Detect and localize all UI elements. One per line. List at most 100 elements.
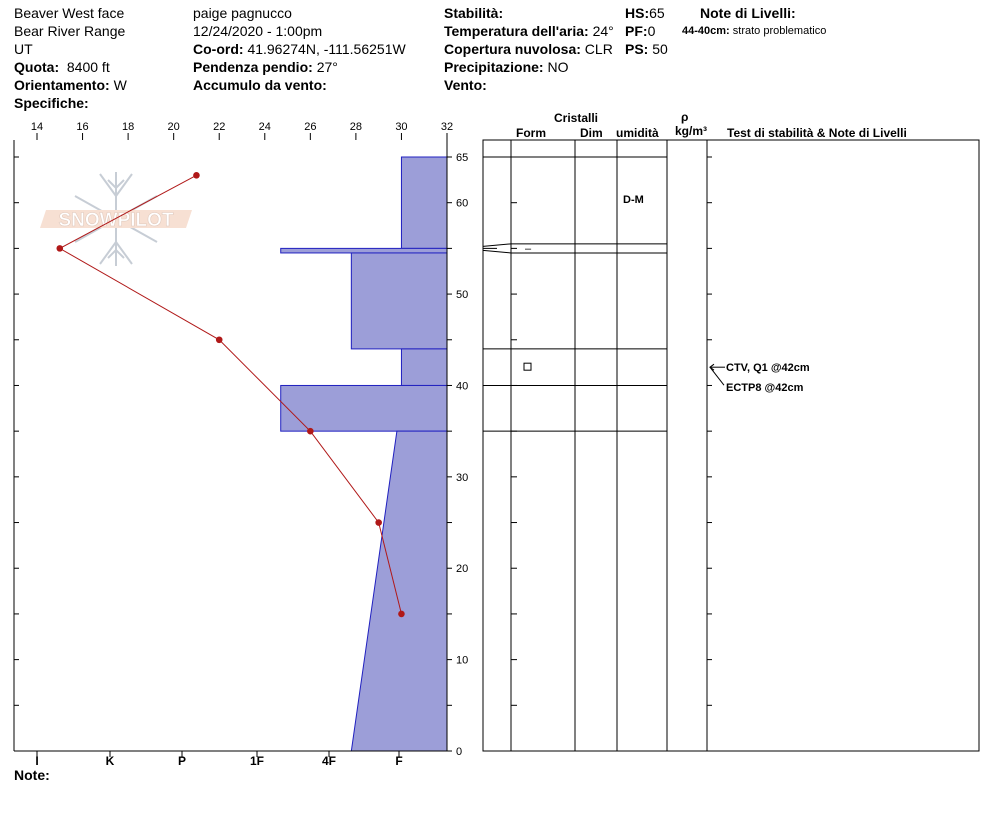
note-livelli-text: strato problematico (732, 25, 827, 37)
form-header: Form (516, 126, 546, 140)
orientation-value: W (113, 77, 127, 93)
temperatura-value: 24° (592, 23, 614, 39)
cristalli-header: Cristalli (554, 111, 599, 125)
temperature-point-5 (398, 610, 405, 618)
hardness-tick-label-P: P (178, 754, 186, 768)
height-tick-label-10: 10 (456, 655, 468, 667)
dim-header: Dim (580, 126, 603, 140)
hardness-layer-0 (400, 156, 448, 249)
test-result-ectp: ECTP8 @42cm (726, 382, 804, 394)
coord-row: Co-ord: 41.96274N, -111.56251W (193, 41, 406, 57)
quota-value: 8400 ft (66, 59, 110, 75)
temp-tick-label-24: 24 (259, 121, 271, 133)
hardness-layer-2 (350, 252, 448, 350)
hardness-layer-gradient (350, 430, 448, 752)
hardness-profile (280, 156, 448, 752)
height-tick-label-0: 0 (456, 746, 462, 758)
note-livelli-depth: 44-40cm: (682, 25, 730, 37)
pf-row: PF:0 (625, 23, 655, 39)
layer-table-frame (482, 139, 980, 752)
hardness-tick-label-1F: 1F (250, 754, 264, 768)
ps-value: 50 (652, 41, 668, 57)
temperature-point-4 (375, 519, 382, 526)
vento-label: Vento: (444, 77, 487, 93)
stability-notes-header: Test di stabilità & Note di Livelli (727, 126, 907, 140)
ps-label: PS: (625, 41, 649, 57)
height-tick-label-30: 30 (456, 472, 468, 484)
hardness-layer-4 (280, 384, 448, 432)
temp-tick-label-20: 20 (168, 121, 180, 133)
copertura-row: Copertura nuvolosa: CLR (444, 41, 613, 57)
state-name: UT (14, 41, 33, 57)
layer-wedge-top (482, 243, 512, 247)
note-label: Note: (14, 767, 50, 783)
form-square-icon (523, 362, 532, 371)
test-arrow-ectp (709, 366, 725, 386)
temperature-line (58, 174, 402, 615)
pendenza-value: 27° (316, 59, 338, 75)
precipitazione-row: Precipitazione: NO (444, 59, 568, 75)
temp-tick-label-22: 22 (213, 121, 225, 133)
hardness-tick-label-F: F (395, 754, 402, 768)
copertura-value: CLR (584, 41, 613, 57)
height-tick-label-40: 40 (456, 380, 468, 392)
temperature-point-1 (56, 245, 64, 252)
note-livelli-entry: 44-40cm: strato problematico (682, 25, 826, 37)
temp-tick-label-30: 30 (395, 121, 407, 133)
location-name: Beaver West face (14, 5, 125, 21)
hardness-tick-label-I: I (35, 754, 38, 768)
temperatura-label: Temperatura dell'aria: (444, 23, 589, 39)
precipitazione-value: NO (547, 59, 569, 75)
range-name: Bear River Range (14, 23, 126, 39)
accumulo-label: Accumulo da vento: (193, 77, 327, 93)
snowpilot-logo: SNOWPILOT (40, 172, 192, 266)
temp-tick-label-32: 32 (441, 121, 453, 133)
form-dash: – (525, 243, 532, 255)
temperatura-row: Temperatura dell'aria: 24° (444, 23, 614, 39)
pf-label: PF: (625, 23, 648, 39)
hardness-tick-label-K: K (106, 754, 115, 768)
hs-value: 65 (649, 5, 665, 21)
logo-banner (40, 210, 192, 228)
height-tick-label-50: 50 (456, 289, 468, 301)
ps-row: PS: 50 (625, 41, 668, 57)
stabilita-label: Stabilità: (444, 5, 504, 21)
temp-tick-label-16: 16 (76, 121, 88, 133)
chart-axes: 14 16 18 20 22 24 26 28 30 32 0 10 20 30 40 50 60 65 I K P 1F… (13, 121, 468, 768)
note-livelli-label: Note di Livelli: (700, 5, 796, 21)
temperature-point-0 (193, 171, 200, 179)
hs-row: HS:65 (625, 5, 665, 21)
observer-name: paige pagnucco (193, 5, 292, 21)
height-tick-label-65: 65 (456, 152, 468, 164)
density-unit-header: kg/m³ (675, 124, 708, 138)
temp-tick-label-14: 14 (31, 121, 43, 133)
rho-header: ρ (681, 110, 689, 124)
temperature-point-3 (307, 427, 314, 435)
hardness-layer-1 (280, 247, 448, 254)
temp-tick-label-18: 18 (122, 121, 134, 133)
pendenza-label: Pendenza pendio: (193, 59, 313, 75)
precipitazione-label: Precipitazione: (444, 59, 544, 75)
quota-label: Quota: (14, 59, 60, 75)
hardness-tick-label-4F: 4F (322, 754, 336, 768)
pf-value: 0 (647, 23, 656, 39)
layer-table (482, 139, 980, 752)
quota-row: Quota: 8400 ft (14, 59, 110, 75)
test-result-ctv: CTV, Q1 @42cm (726, 362, 810, 374)
layer-wedge-bottom (482, 249, 512, 254)
temp-tick-label-26: 26 (304, 121, 316, 133)
temperature-point-2 (215, 336, 223, 344)
temp-tick-label-28: 28 (350, 121, 362, 133)
coord-value: 41.96274N, -111.56251W (247, 41, 406, 57)
hs-label: HS: (625, 5, 650, 21)
specifiche-label: Specifiche: (14, 95, 89, 111)
pendenza-row: Pendenza pendio: 27° (193, 59, 338, 75)
umidita-header: umidità (616, 126, 659, 140)
height-tick-label-60: 60 (456, 198, 468, 210)
coord-label: Co-ord: (193, 41, 244, 57)
observation-datetime: 12/24/2020 - 1:00pm (193, 23, 323, 39)
orientation-row: Orientamento: W (14, 77, 127, 93)
copertura-label: Copertura nuvolosa: (444, 41, 581, 57)
orientation-label: Orientamento: (14, 77, 110, 93)
